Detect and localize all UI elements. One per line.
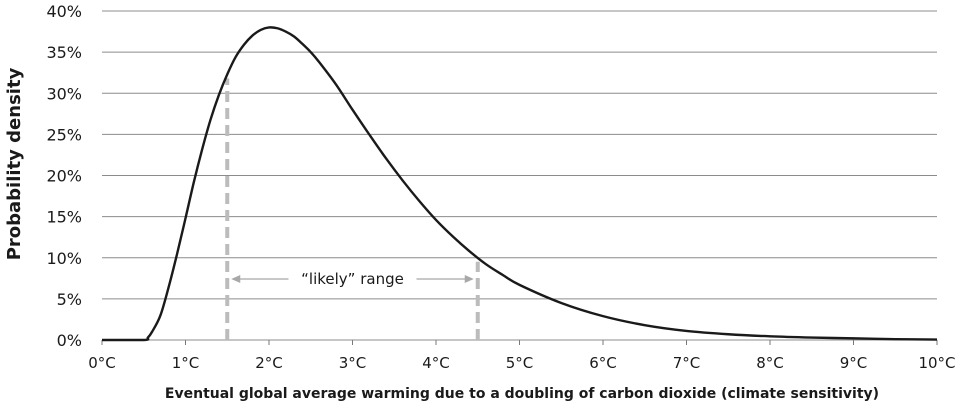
x-tick-label: 8°C	[756, 354, 784, 372]
y-axis-title: Probability density	[4, 67, 25, 260]
axes	[101, 339, 938, 345]
y-tick-label: 0%	[57, 331, 82, 350]
arrowhead-right-icon	[464, 275, 474, 283]
tick-labels: 0% 5% 10% 15% 20% 25% 30% 35% 40% 0°C 1°C 2°C 3°C 4°C…	[46, 2, 955, 372]
y-tick-label: 10%	[46, 249, 82, 268]
y-tick-label: 40%	[46, 2, 82, 21]
x-tick-label: 2°C	[255, 354, 283, 372]
y-tick-label: 35%	[46, 43, 82, 62]
x-tick-label: 0°C	[88, 354, 116, 372]
grid-lines	[102, 10, 937, 300]
x-axis-title: Eventual global average warming due to a…	[165, 386, 879, 402]
x-tick-label: 1°C	[172, 354, 200, 372]
x-tick-label: 5°C	[506, 354, 534, 372]
x-tick-label: 3°C	[339, 354, 367, 372]
x-tick-label: 7°C	[673, 354, 701, 372]
x-tick-label: 4°C	[422, 354, 450, 372]
likely-range-bounds	[225, 78, 480, 340]
y-tick-label: 20%	[46, 167, 82, 186]
x-tick-label: 6°C	[589, 354, 617, 372]
y-tick-label: 25%	[46, 125, 82, 144]
arrowhead-left-icon	[231, 275, 241, 283]
y-tick-label: 5%	[57, 290, 82, 309]
x-tick-label: 10°C	[918, 354, 955, 372]
likely-range-label: “likely” range	[301, 270, 404, 288]
x-tick-label: 9°C	[840, 354, 868, 372]
probability-density-curve	[102, 26, 938, 342]
y-tick-label: 30%	[46, 84, 82, 103]
likely-range-annotation: “likely” range	[231, 270, 474, 288]
y-tick-label: 15%	[46, 208, 82, 227]
probability-curve-group	[102, 26, 938, 342]
